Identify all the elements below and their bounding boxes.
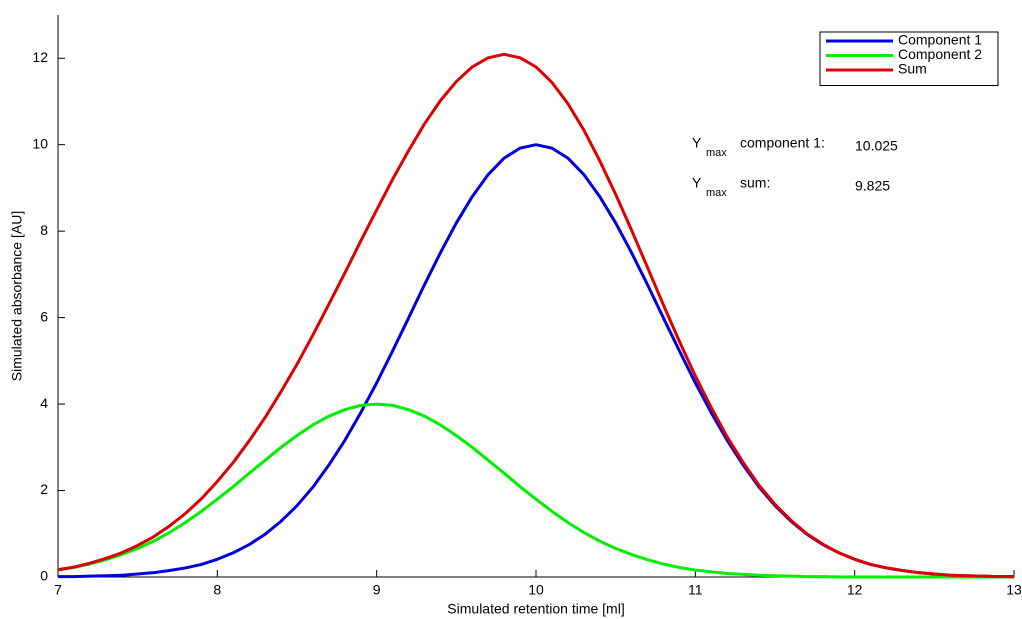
x-tick-label: 9 bbox=[373, 582, 381, 598]
x-tick-label: 12 bbox=[847, 582, 863, 598]
annotation-subscript: max bbox=[706, 147, 727, 159]
y-tick-label: 6 bbox=[40, 308, 48, 324]
x-tick-label: 10 bbox=[528, 582, 544, 598]
x-axis-label: Simulated retention time [ml] bbox=[447, 601, 624, 617]
legend-label: Sum bbox=[898, 61, 927, 77]
annotation-value: 10.025 bbox=[855, 138, 898, 154]
annotation-symbol: Y bbox=[692, 175, 702, 191]
series-line bbox=[57, 402, 1014, 579]
annotation-label: sum: bbox=[740, 175, 770, 191]
y-axis-label: Simulated absorbance [AU] bbox=[9, 211, 25, 381]
y-tick-label: 10 bbox=[32, 135, 48, 151]
y-tick-label: 12 bbox=[32, 49, 48, 65]
x-tick-label: 13 bbox=[1006, 582, 1022, 598]
legend-label: Component 1 bbox=[898, 32, 982, 48]
x-tick-label: 11 bbox=[688, 582, 703, 598]
y-tick-label: 8 bbox=[40, 222, 48, 238]
annotation-subscript: max bbox=[706, 187, 727, 199]
y-tick-label: 0 bbox=[40, 568, 48, 584]
annotation-label: component 1: bbox=[740, 135, 825, 151]
annotation-symbol: Y bbox=[692, 135, 702, 151]
x-tick-label: 7 bbox=[54, 582, 62, 598]
y-tick-label: 4 bbox=[40, 395, 48, 411]
series-line bbox=[57, 52, 1014, 579]
x-tick-label: 8 bbox=[213, 582, 221, 598]
legend-label: Component 2 bbox=[898, 46, 982, 62]
annotation-value: 9.825 bbox=[855, 178, 890, 194]
y-tick-label: 2 bbox=[40, 481, 48, 497]
